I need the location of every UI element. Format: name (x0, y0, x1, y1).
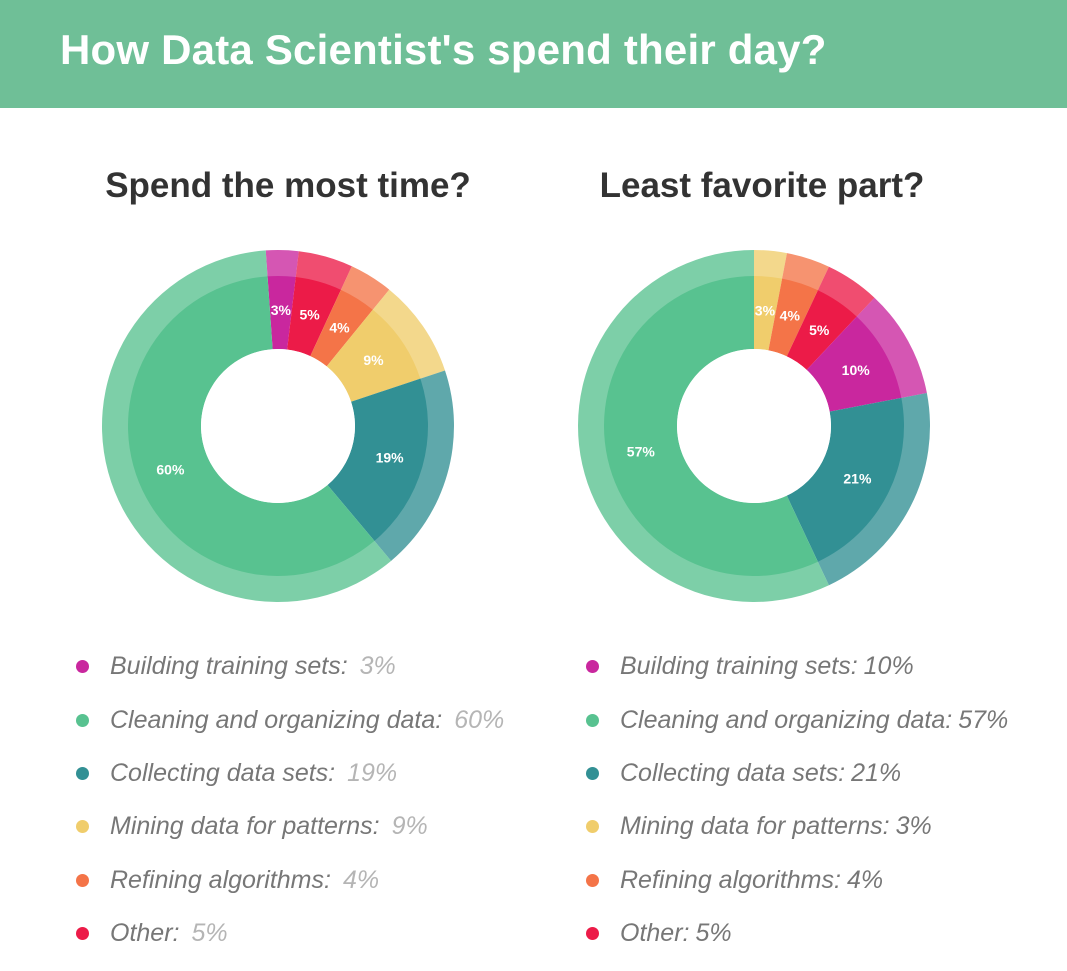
legend-item-other: Other: 5% (586, 907, 1008, 960)
legend-label: Refining algorithms: (110, 865, 331, 894)
legend-value: 9% (391, 812, 428, 841)
legend-label: Mining data for patterns: (110, 812, 380, 841)
slice-cleaning-and-organizing-data (128, 276, 375, 577)
slice-outer-building-training-sets (856, 297, 927, 399)
legend-swatch-other (586, 927, 599, 941)
legend-value: 19% (347, 758, 398, 787)
legend-value: 5% (695, 919, 732, 948)
slice-collecting-data-sets (327, 378, 429, 541)
legend-swatch-mining-data-for-patterns (586, 820, 599, 834)
slice-outer-cleaning-and-organizing-data (101, 250, 392, 603)
donut-chart-most-time: 3% 5% 4% 9% 19% 60% (101, 250, 454, 603)
data-label-cleaning-and-organizing-data: 60% (156, 462, 185, 478)
legend-swatch-cleaning-and-organizing-data (586, 713, 599, 727)
legend-value: 57% (958, 705, 1009, 734)
legend-label: Cleaning and organizing data: (620, 705, 953, 734)
legend-swatch-building-training-sets (586, 660, 599, 674)
slice-building-training-sets (806, 316, 902, 412)
legend-item-building-training-sets: Building training sets: 3% (76, 640, 504, 693)
legend-item-collecting-data-sets: Collecting data sets: 19% (76, 747, 504, 800)
legend-label: Mining data for patterns: (620, 812, 890, 841)
slice-building-training-sets (267, 276, 296, 350)
slice-outer-collecting-data-sets (817, 393, 930, 586)
legend-label: Other: (620, 919, 690, 948)
data-label-refining-algorithms: 4% (780, 308, 801, 324)
legend-label: Refining algorithms: (620, 865, 841, 894)
legend-least-favorite: Building training sets: 10% Cleaning and o… (586, 640, 1008, 960)
slice-outer-building-training-sets (265, 250, 299, 279)
slice-outer-other (817, 266, 875, 318)
legend-value: 4% (342, 865, 380, 894)
chart-title-least-favorite: Least favorite part? (599, 166, 925, 205)
slice-other (287, 277, 341, 357)
page-title: How Data Scientist's spend their day? (60, 26, 827, 73)
data-label-collecting-data-sets: 21% (843, 471, 872, 487)
slice-other (786, 290, 857, 370)
legend-item-other: Other: 5% (76, 907, 504, 960)
legend-swatch-refining-algorithms (76, 873, 89, 887)
slice-outer-other (295, 251, 352, 291)
data-label-collecting-data-sets: 19% (376, 450, 405, 466)
data-label-other: 5% (809, 322, 830, 338)
legend-item-cleaning-and-organizing-data: Cleaning and organizing data: 60% (76, 693, 504, 746)
legend-label: Cleaning and organizing data: (110, 705, 443, 734)
legend-swatch-cleaning-and-organizing-data (76, 713, 89, 727)
legend-value: 4% (846, 865, 884, 894)
legend-item-cleaning-and-organizing-data: Cleaning and organizing data: 57% (586, 693, 1008, 746)
slice-outer-collecting-data-sets (373, 370, 454, 561)
legend-label: Building training sets: (620, 652, 858, 681)
legend-swatch-building-training-sets (76, 660, 89, 674)
legend-label: Other: (110, 919, 180, 948)
legend-label: Building training sets: (110, 652, 348, 681)
legend-value: 10% (863, 652, 914, 681)
donut-hole (201, 349, 355, 503)
legend-swatch-refining-algorithms (586, 873, 599, 887)
data-label-cleaning-and-organizing-data: 57% (627, 443, 656, 459)
legend-item-mining-data-for-patterns: Mining data for patterns: 9% (76, 800, 504, 853)
legend-value: 21% (851, 758, 902, 787)
data-label-building-training-sets: 10% (842, 362, 871, 378)
legend-most-time: Building training sets: 3% Cleaning and or… (76, 640, 504, 960)
legend-swatch-other (76, 927, 89, 941)
data-label-mining-data-for-patterns: 9% (363, 352, 384, 368)
legend-label: Collecting data sets: (620, 758, 846, 787)
slice-mining-data-for-patterns (326, 309, 421, 402)
legend-value: 5% (191, 919, 228, 948)
slice-cleaning-and-organizing-data (603, 276, 818, 576)
data-label-building-training-sets: 3% (271, 302, 292, 318)
slice-outer-refining-algorithms (340, 266, 390, 311)
slice-refining-algorithms (768, 278, 818, 357)
header-banner: How Data Scientist's spend their day? (0, 0, 1067, 108)
legend-swatch-collecting-data-sets (76, 766, 89, 780)
slice-outer-mining-data-for-patterns (372, 289, 445, 379)
legend-value: 60% (454, 705, 505, 734)
data-label-other: 5% (299, 306, 320, 322)
slice-mining-data-for-patterns (754, 276, 783, 351)
legend-value: 3% (359, 652, 396, 681)
legend-item-refining-algorithms: Refining algorithms: 4% (76, 854, 504, 907)
data-label-mining-data-for-patterns: 3% (755, 303, 776, 319)
legend-item-building-training-sets: Building training sets: 10% (586, 640, 1008, 693)
donut-chart-least-favorite: 3% 4% 5% 10% 21% 57% (578, 250, 930, 602)
legend-swatch-mining-data-for-patterns (76, 820, 89, 834)
data-label-refining-algorithms: 4% (329, 320, 350, 336)
legend-item-collecting-data-sets: Collecting data sets: 21% (586, 747, 1008, 800)
donut-hole (677, 349, 831, 503)
legend-label: Collecting data sets: (110, 758, 336, 787)
legend-item-mining-data-for-patterns: Mining data for patterns: 3% (586, 800, 1008, 853)
legend-swatch-collecting-data-sets (586, 766, 599, 780)
chart-title-most-time: Spend the most time? (105, 166, 471, 205)
slice-collecting-data-sets (786, 397, 904, 562)
slice-outer-mining-data-for-patterns (754, 250, 787, 280)
legend-value: 3% (895, 812, 932, 841)
slice-refining-algorithms (310, 289, 373, 367)
legend-item-refining-algorithms: Refining algorithms: 4% (586, 854, 1008, 907)
